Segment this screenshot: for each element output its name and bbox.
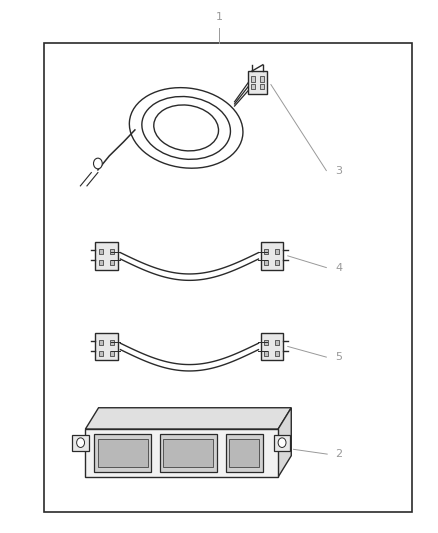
- FancyBboxPatch shape: [95, 333, 118, 360]
- Bar: [274, 435, 290, 451]
- Bar: [44, 43, 412, 512]
- Bar: [110, 340, 114, 345]
- Bar: [251, 84, 255, 90]
- Circle shape: [77, 438, 85, 448]
- Bar: [275, 249, 279, 254]
- Text: 1: 1: [215, 12, 223, 22]
- Bar: [275, 351, 279, 356]
- Polygon shape: [278, 408, 291, 477]
- Circle shape: [278, 438, 286, 448]
- Bar: [98, 439, 148, 467]
- Bar: [99, 351, 103, 356]
- Text: 4: 4: [335, 263, 342, 272]
- Bar: [264, 249, 268, 254]
- FancyBboxPatch shape: [248, 71, 266, 94]
- Bar: [264, 340, 268, 345]
- Bar: [110, 249, 114, 254]
- Bar: [264, 260, 268, 265]
- Text: 3: 3: [335, 166, 342, 175]
- Bar: [226, 434, 263, 472]
- Bar: [163, 439, 213, 467]
- Bar: [94, 434, 151, 472]
- FancyBboxPatch shape: [261, 333, 283, 360]
- Bar: [110, 260, 114, 265]
- Bar: [260, 76, 264, 82]
- Bar: [99, 249, 103, 254]
- FancyBboxPatch shape: [95, 242, 118, 270]
- Bar: [160, 434, 217, 472]
- Bar: [275, 340, 279, 345]
- Bar: [99, 260, 103, 265]
- Bar: [72, 435, 89, 451]
- Text: 2: 2: [335, 449, 342, 459]
- Bar: [99, 340, 103, 345]
- FancyBboxPatch shape: [261, 242, 283, 270]
- Bar: [275, 260, 279, 265]
- Text: 5: 5: [335, 352, 342, 362]
- Bar: [85, 429, 278, 477]
- Polygon shape: [85, 408, 291, 429]
- Bar: [229, 439, 259, 467]
- Bar: [110, 351, 114, 356]
- Circle shape: [93, 158, 102, 169]
- Bar: [264, 351, 268, 356]
- Bar: [260, 84, 264, 90]
- Bar: [251, 76, 255, 82]
